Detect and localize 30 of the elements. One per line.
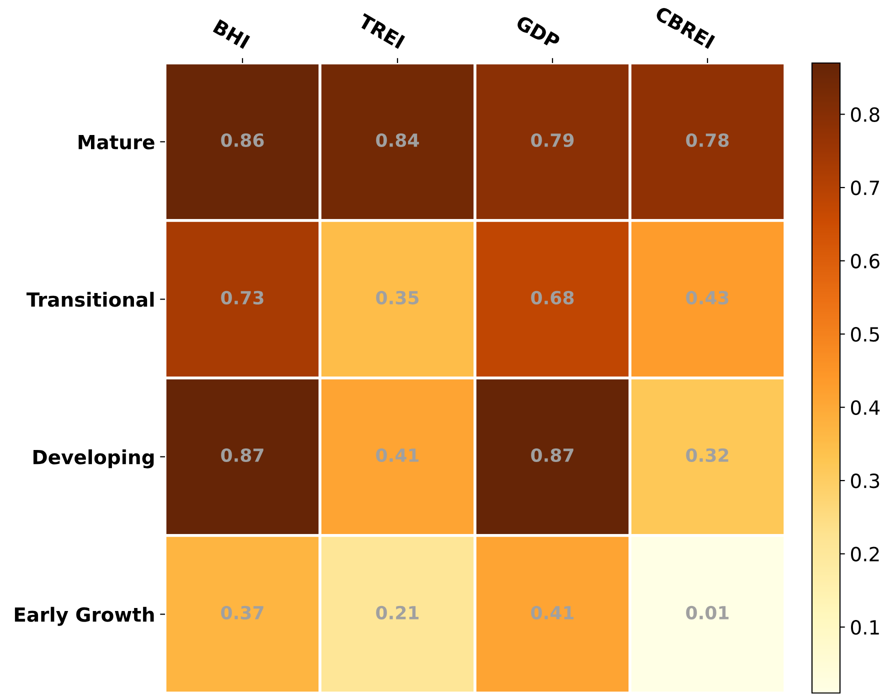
data-label: 0.87	[221, 448, 264, 462]
y-tick-label: Transitional	[26, 292, 154, 307]
data-label: 0.32	[686, 448, 728, 462]
color-bar-label: 0.2	[851, 546, 879, 562]
data-label: 0.87	[531, 448, 574, 462]
data-label: 0.37	[221, 606, 264, 620]
x-tick-label: BHI	[212, 19, 250, 49]
data-label: 0.41	[531, 606, 574, 620]
data-label: 0.35	[376, 290, 419, 304]
color-bar-label: 0.1	[851, 620, 879, 635]
data-label: 0.43	[686, 290, 728, 304]
data-label: 0.84	[376, 133, 419, 147]
y-tick-label: Early Growth	[14, 606, 154, 626]
y-tick-label: Mature	[78, 134, 154, 150]
color-bar-label: 0.8	[851, 107, 880, 122]
data-label: 0.73	[221, 290, 264, 304]
data-label: 0.21	[376, 606, 419, 620]
y-tick-label: Developing	[34, 449, 154, 468]
data-label: 0.41	[376, 448, 419, 462]
data-label: 0.79	[531, 133, 574, 147]
color-bar-label: 0.4	[851, 400, 880, 415]
color-bar-label: 0.6	[851, 254, 880, 268]
color-bar-label: 0.3	[851, 474, 880, 488]
color-bar-label: 0.7	[851, 180, 879, 196]
data-label: 0.01	[686, 606, 729, 620]
data-label: 0.68	[531, 290, 574, 304]
x-tick-label: GDP	[515, 14, 562, 50]
data-label: 0.78	[686, 133, 729, 147]
data-label: 0.86	[221, 133, 264, 147]
color-bar-label: 0.5	[851, 327, 879, 342]
